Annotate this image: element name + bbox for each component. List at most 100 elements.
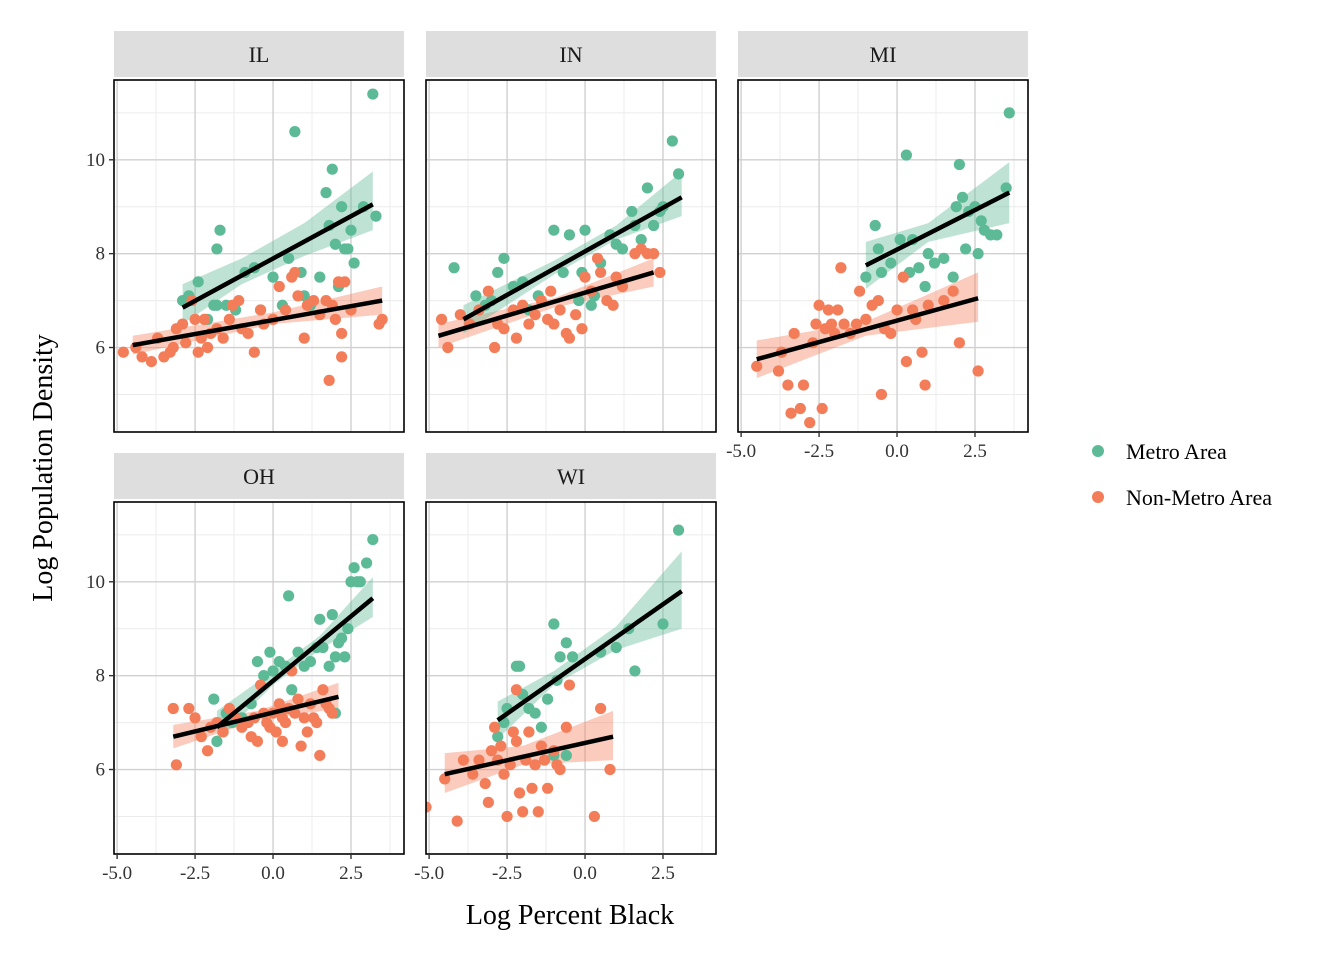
nonmetro-point xyxy=(183,702,195,715)
metro-point xyxy=(641,182,653,194)
nonmetro-point xyxy=(854,285,866,297)
nonmetro-point xyxy=(192,346,204,358)
metro-point xyxy=(560,749,572,762)
nonmetro-point xyxy=(529,309,541,321)
metro-point xyxy=(579,224,591,236)
nonmetro-point xyxy=(804,417,816,429)
nonmetro-point xyxy=(850,318,863,330)
panel-border xyxy=(113,79,405,433)
nonmetro-point xyxy=(654,266,666,279)
plot-area xyxy=(167,533,379,771)
metro-point xyxy=(329,238,341,250)
metro-point xyxy=(566,651,579,663)
nonmetro-point xyxy=(938,294,950,307)
metro-point xyxy=(513,660,526,672)
nonmetro-point xyxy=(117,346,129,358)
nonmetro-point xyxy=(289,266,301,279)
metro-confidence-band xyxy=(182,171,373,325)
nonmetro-point xyxy=(435,313,448,325)
nonmetro-point xyxy=(529,759,541,771)
metro-point xyxy=(573,294,585,307)
x-tick-label: 2.5 xyxy=(651,863,675,884)
metro-point xyxy=(947,271,959,283)
nonmetro-point xyxy=(451,815,463,827)
metro-point xyxy=(360,557,373,569)
metro-point xyxy=(214,224,226,236)
nonmetro-point xyxy=(513,787,526,799)
nonmetro-point xyxy=(167,702,179,715)
strip-background xyxy=(114,453,404,499)
nonmetro-point xyxy=(610,271,622,283)
nonmetro-point xyxy=(523,318,535,330)
nonmetro-point xyxy=(485,745,498,757)
nonmetro-point xyxy=(301,726,313,738)
nonmetro-point xyxy=(273,280,285,293)
metro-point xyxy=(264,646,276,658)
metro-point xyxy=(885,257,897,269)
nonmetro-point xyxy=(838,318,850,330)
nonmetro-point xyxy=(545,285,557,297)
nonmetro-point xyxy=(900,356,912,368)
nonmetro-point xyxy=(233,294,245,307)
nonmetro-point xyxy=(907,304,919,316)
nonmetro-point xyxy=(217,332,229,344)
metro-point xyxy=(529,707,541,719)
metro-point xyxy=(991,229,1003,241)
nonmetro-point xyxy=(579,271,591,283)
nonmetro-point xyxy=(254,304,267,316)
metro-point xyxy=(869,219,881,232)
nonmetro-point xyxy=(426,801,432,813)
nonmetro-fit-line xyxy=(172,694,340,739)
panel-background xyxy=(114,80,404,432)
nonmetro-point xyxy=(825,318,838,330)
nonmetro-point xyxy=(648,248,660,260)
nonmetro-point xyxy=(457,754,470,766)
panel-border xyxy=(113,501,405,855)
legend: Metro Area Non-Metro Area xyxy=(1092,439,1272,510)
strip-background xyxy=(426,31,716,77)
metro-point xyxy=(289,126,301,138)
nonmetro-point xyxy=(885,327,897,340)
nonmetro-point xyxy=(373,318,385,330)
nonmetro-point xyxy=(201,745,214,757)
strip-label: OH xyxy=(243,464,275,489)
nonmetro-point xyxy=(326,707,338,719)
metro-point xyxy=(320,187,332,199)
y-axis-title: Log Population Density xyxy=(28,334,59,602)
nonmetro-point xyxy=(195,731,207,743)
metro-point xyxy=(672,524,685,536)
nonmetro-point xyxy=(751,360,763,372)
nonmetro-point xyxy=(495,740,507,752)
nonmetro-point xyxy=(279,716,292,729)
nonmetro-point xyxy=(576,323,588,335)
nonmetro-point xyxy=(560,721,572,733)
metro-point xyxy=(367,88,379,100)
strip-background xyxy=(114,31,404,77)
nonmetro-point xyxy=(797,379,810,391)
y-tick-label: 6 xyxy=(96,760,106,781)
nonmetro-point xyxy=(535,740,547,752)
x-tick-label: 0.0 xyxy=(261,863,285,884)
metro-point xyxy=(922,248,934,260)
panel-background xyxy=(426,502,716,854)
metro-point xyxy=(329,651,341,663)
nonmetro-point xyxy=(538,754,551,766)
nonmetro-point xyxy=(482,796,494,808)
metro-point xyxy=(972,248,984,260)
metro-point xyxy=(345,224,357,236)
metro-point xyxy=(342,623,354,635)
nonmetro-point xyxy=(782,379,794,391)
metro-point xyxy=(975,215,987,227)
nonmetro-fit-line xyxy=(756,296,979,362)
x-tick-label: 0.0 xyxy=(885,441,909,462)
y-tick-label: 10 xyxy=(86,150,105,171)
x-tick-label: -2.5 xyxy=(492,863,522,884)
metro-point xyxy=(192,276,204,288)
nonmetro-point xyxy=(295,740,307,752)
metro-point xyxy=(626,205,638,218)
nonmetro-point xyxy=(245,731,257,743)
metro-point xyxy=(326,609,338,621)
metro-fit-line xyxy=(496,589,683,723)
metro-point xyxy=(367,533,379,546)
metro-point xyxy=(872,243,884,255)
